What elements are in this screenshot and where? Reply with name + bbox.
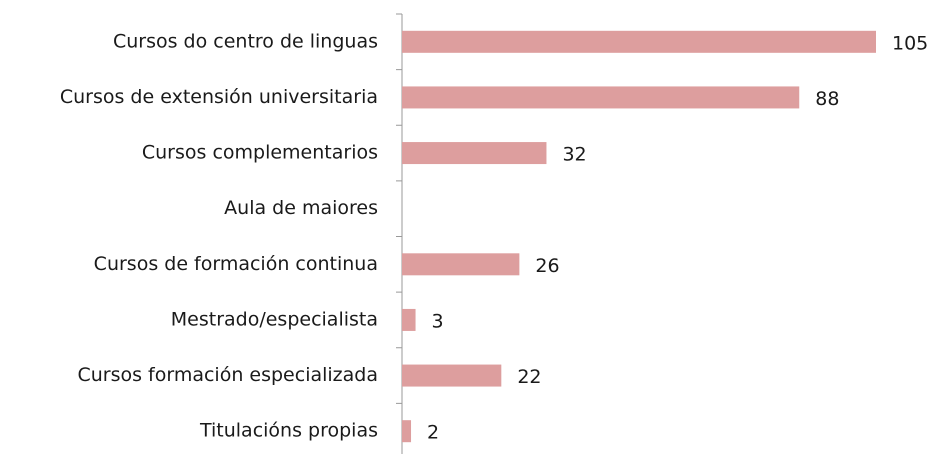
bar — [402, 30, 876, 53]
bar — [402, 308, 416, 331]
category-label: Mestrado/especialista — [171, 308, 378, 330]
category-label: Cursos do centro de linguas — [113, 30, 378, 52]
data-label: 22 — [517, 366, 541, 388]
category-label: Cursos complementarios — [142, 142, 378, 164]
category-label: Titulacións propias — [199, 420, 378, 442]
bar — [402, 364, 502, 387]
data-label: 3 — [432, 310, 444, 332]
data-label: 32 — [562, 144, 586, 166]
data-label: 105 — [892, 32, 928, 54]
bar — [402, 420, 412, 443]
category-label: Cursos formación especializada — [77, 364, 378, 386]
category-label: Aula de maiores — [224, 197, 378, 219]
bar — [402, 142, 547, 165]
data-label: 2 — [427, 422, 439, 444]
bar — [402, 86, 800, 109]
category-label: Cursos de extensión universitaria — [60, 86, 378, 108]
category-label: Cursos de formación continua — [94, 253, 378, 275]
data-label: 26 — [535, 255, 559, 277]
bar — [402, 253, 520, 276]
data-label: 88 — [815, 88, 839, 110]
